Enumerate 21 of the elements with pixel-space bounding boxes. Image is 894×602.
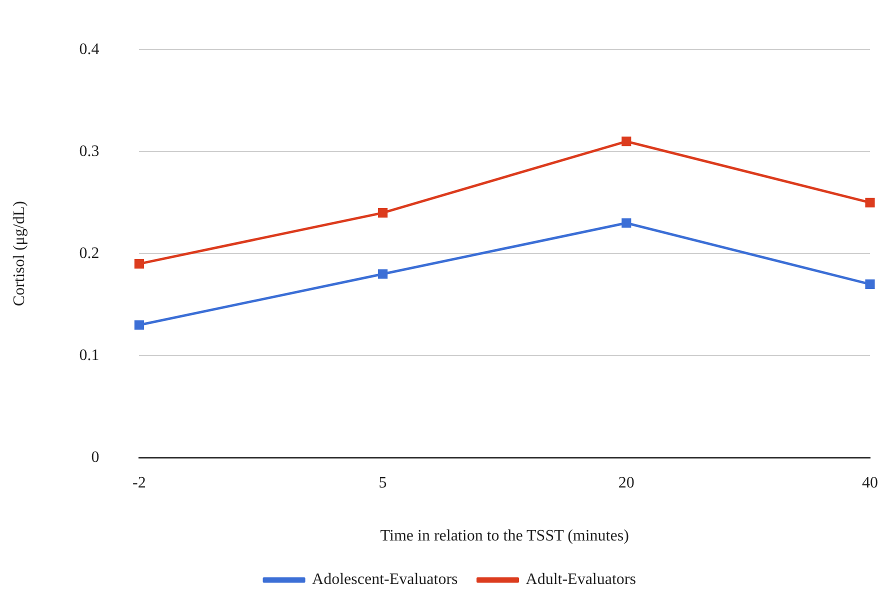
x-tick-label: 20 — [618, 474, 634, 492]
y-tick-label: 0.4 — [79, 40, 100, 58]
y-tick-label: 0.3 — [79, 142, 100, 160]
point — [134, 320, 144, 330]
legend-label: Adult-Evaluators — [526, 571, 636, 588]
y-axis-title: Cortisol (μg/dL) — [10, 201, 28, 306]
x-tick-label: 40 — [862, 474, 878, 492]
y-tick-label: 0.2 — [79, 244, 100, 262]
x-axis-title: Time in relation to the TSST (minutes) — [380, 528, 629, 545]
point — [865, 198, 875, 208]
x-tick-label: -2 — [132, 474, 146, 492]
point — [378, 269, 388, 279]
x-tick-label: 5 — [378, 474, 387, 492]
legend-label: Adolescent-Evaluators — [312, 571, 458, 588]
y-tick-label: 0 — [91, 448, 100, 466]
point — [378, 208, 388, 218]
y-tick-label: 0.1 — [79, 346, 100, 364]
point — [622, 136, 632, 146]
point — [134, 259, 144, 269]
point — [622, 218, 632, 228]
point — [865, 279, 875, 289]
